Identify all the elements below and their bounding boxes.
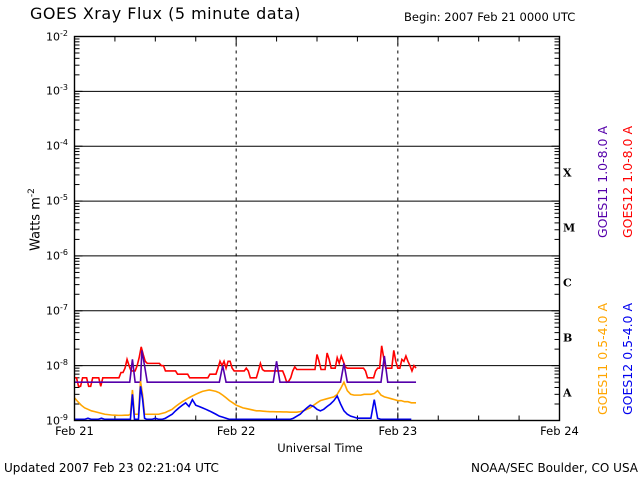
- y-tick-label: 10-5: [46, 192, 68, 208]
- x-tick-label: Feb 24: [540, 424, 579, 438]
- legend-entry: GOES11 1.0-8.0 A: [595, 125, 610, 238]
- flare-class-label-X: X: [563, 166, 572, 180]
- legend-entry: GOES11 0.5-4.0 A: [595, 302, 610, 415]
- y-tick-label: 10-8: [46, 357, 68, 373]
- flare-class-label-B: B: [563, 331, 573, 345]
- updated-timestamp: Updated 2007 Feb 23 02:21:04 UTC: [4, 461, 219, 475]
- series-line: [74, 386, 412, 421]
- series-line: [74, 350, 417, 383]
- series-line: [73, 380, 417, 417]
- x-tick-label: Feb 23: [378, 424, 418, 438]
- flare-class-label-A: A: [563, 386, 572, 400]
- x-axis-label: Universal Time: [277, 441, 363, 455]
- flare-class-label-M: M: [563, 221, 576, 235]
- y-tick-label: 10-6: [46, 247, 68, 263]
- y-tick-label: 10-2: [46, 28, 68, 43]
- begin-time-label: Begin: 2007 Feb 21 0000 UTC: [404, 10, 576, 24]
- y-tick-label: 10-3: [46, 83, 68, 98]
- y-tick-label: 10-9: [46, 412, 68, 427]
- credit-label: NOAA/SEC Boulder, CO USA: [471, 461, 638, 475]
- legend-entry: GOES12 0.5-4.0 A: [620, 302, 635, 415]
- y-tick-label: 10-4: [46, 138, 68, 153]
- x-tick-label: Feb 21: [55, 424, 94, 438]
- flare-class-label-C: C: [563, 276, 572, 290]
- x-tick-label: Feb 22: [216, 424, 256, 438]
- plot-frame: [73, 35, 561, 422]
- page-title: GOES Xray Flux (5 minute data): [30, 4, 301, 23]
- legend-entry: GOES12 1.0-8.0 A: [620, 125, 635, 238]
- y-tick-label: 10-7: [46, 302, 68, 318]
